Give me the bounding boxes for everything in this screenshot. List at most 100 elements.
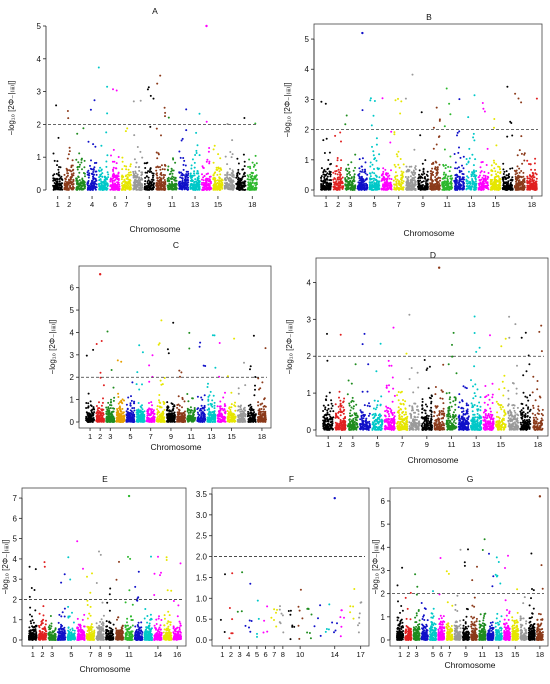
data-point xyxy=(516,165,519,168)
data-point xyxy=(101,401,104,404)
data-point xyxy=(466,175,469,178)
data-point xyxy=(112,386,115,389)
data-point xyxy=(456,131,459,134)
data-point xyxy=(217,166,220,169)
data-point xyxy=(83,187,86,190)
data-point xyxy=(72,180,75,182)
data-point xyxy=(454,174,457,177)
data-point xyxy=(523,159,526,162)
data-point xyxy=(231,139,234,142)
data-point xyxy=(220,168,223,171)
data-point xyxy=(75,177,78,180)
data-point xyxy=(101,175,104,178)
data-point xyxy=(183,159,186,162)
data-point xyxy=(490,164,493,167)
data-point xyxy=(160,164,163,167)
data-point xyxy=(432,171,434,174)
data-point xyxy=(117,396,120,398)
data-point xyxy=(329,186,332,189)
data-point xyxy=(105,131,108,134)
data-point xyxy=(385,188,388,191)
data-point xyxy=(55,172,58,175)
data-point xyxy=(253,182,256,185)
data-point xyxy=(77,175,80,178)
data-point xyxy=(110,414,113,417)
data-point xyxy=(237,180,239,183)
data-point xyxy=(166,184,169,187)
data-point xyxy=(230,185,232,188)
data-point xyxy=(373,100,376,102)
data-point xyxy=(119,408,122,411)
x-tick-label: 9 xyxy=(169,432,173,441)
x-tick-label: 15 xyxy=(491,200,499,209)
data-point xyxy=(134,186,137,188)
data-point xyxy=(443,125,446,128)
data-point xyxy=(201,173,203,176)
data-point xyxy=(213,178,216,181)
data-point xyxy=(426,182,429,185)
data-point xyxy=(360,187,363,189)
data-point xyxy=(159,188,162,191)
data-point xyxy=(421,162,424,165)
data-point xyxy=(394,165,397,168)
data-point xyxy=(69,180,72,183)
data-point xyxy=(230,172,233,175)
data-point xyxy=(510,188,513,191)
data-point xyxy=(509,167,512,170)
data-point xyxy=(187,181,190,184)
data-point xyxy=(389,184,392,187)
data-point xyxy=(193,161,196,164)
data-point xyxy=(105,410,108,413)
data-point xyxy=(474,184,477,187)
data-point xyxy=(453,153,456,155)
data-point xyxy=(486,147,489,150)
data-point xyxy=(112,417,115,420)
data-point xyxy=(71,159,74,162)
data-point xyxy=(339,184,342,187)
data-point xyxy=(449,113,452,116)
data-point xyxy=(345,114,348,117)
data-point xyxy=(143,162,146,165)
data-point xyxy=(436,166,439,169)
data-point xyxy=(56,182,59,185)
data-point xyxy=(418,176,420,179)
data-point xyxy=(129,188,132,191)
data-point xyxy=(195,184,198,187)
data-point xyxy=(370,124,373,127)
data-point xyxy=(384,181,387,184)
data-point xyxy=(436,168,439,171)
data-point xyxy=(326,182,329,184)
data-point xyxy=(369,172,372,175)
data-point xyxy=(483,110,486,113)
data-point xyxy=(155,182,158,185)
data-point xyxy=(378,153,381,156)
data-point xyxy=(79,181,82,184)
data-point xyxy=(105,177,108,180)
data-point xyxy=(336,176,339,179)
data-point xyxy=(454,161,457,164)
x-tick-label: 9 xyxy=(421,200,425,209)
data-point xyxy=(185,183,188,186)
data-point xyxy=(182,168,185,171)
data-point xyxy=(470,173,473,176)
data-point xyxy=(134,187,137,190)
data-point xyxy=(473,175,476,177)
data-point xyxy=(369,175,372,178)
data-point xyxy=(518,149,521,152)
data-point xyxy=(358,172,361,175)
data-point xyxy=(94,188,97,191)
data-point xyxy=(443,171,446,174)
data-point xyxy=(356,187,359,190)
data-point xyxy=(231,175,234,178)
data-point xyxy=(369,161,372,164)
data-point xyxy=(125,177,128,180)
data-point xyxy=(229,151,232,153)
data-point xyxy=(175,179,178,182)
data-point xyxy=(480,189,483,191)
data-point xyxy=(113,396,116,399)
x-tick-label: 1 xyxy=(56,200,60,209)
data-point xyxy=(178,184,181,187)
data-point xyxy=(373,177,376,180)
data-point xyxy=(535,97,538,100)
